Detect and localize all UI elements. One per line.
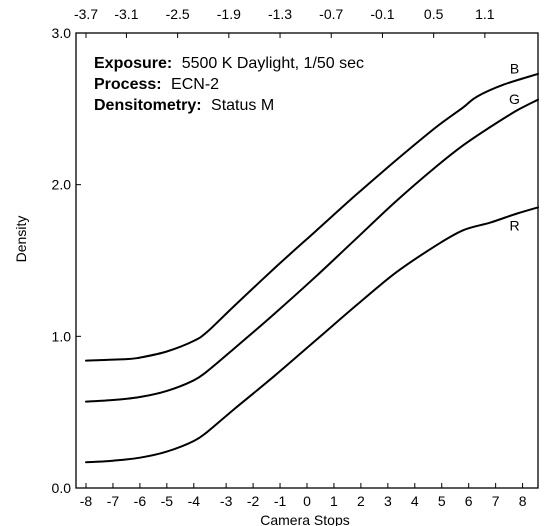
x-tick-label: 4 xyxy=(411,493,419,509)
annotation-process-key: Process: xyxy=(94,76,162,93)
x-tick-label: -4 xyxy=(188,493,201,509)
annotation-process: Process: ECN-2 xyxy=(94,76,219,93)
x-axis-bottom-ticks: -8 -7 -6 -5 -4 -3 -2 -1 0 1 2 3 4 5 6 7 8 xyxy=(80,483,527,509)
curve-b xyxy=(85,72,539,362)
x-tick-label: 0 xyxy=(303,493,311,509)
x-tick-label: -3 xyxy=(220,493,233,509)
x-tick-label: 3 xyxy=(384,493,392,509)
x-tick-label: 2 xyxy=(357,493,365,509)
curve-r xyxy=(85,206,539,464)
x-axis-title: Camera Stops xyxy=(260,512,349,526)
top-tick-label: -0.7 xyxy=(319,6,343,22)
x-tick-label: 8 xyxy=(519,493,527,509)
x-tick-label: -5 xyxy=(161,493,174,509)
annotation-exposure-key: Exposure: xyxy=(94,55,172,72)
top-tick-label: -3.1 xyxy=(114,6,138,22)
series-labels: BG R xyxy=(509,60,520,233)
annotation-process-value: ECN-2 xyxy=(171,76,219,93)
top-tick-label: -1.9 xyxy=(217,6,241,22)
top-tick-label: 0.5 xyxy=(424,6,444,22)
top-tick-label: 1.1 xyxy=(475,6,495,22)
x-tick-label: 6 xyxy=(465,493,473,509)
x-tick-label: 7 xyxy=(492,493,500,509)
annotation-exposure: Exposure: 5500 K Daylight, 1/50 sec xyxy=(94,55,364,72)
series-label-b: B xyxy=(510,60,519,76)
series-label-r: R xyxy=(509,217,519,233)
y-axis-ticks: 0.0 1.0 2.0 3.0 xyxy=(52,25,81,496)
y-tick-label: 1.0 xyxy=(52,328,72,344)
top-tick-label: -2.5 xyxy=(166,6,190,22)
top-tick-label: -1.3 xyxy=(268,6,292,22)
y-tick-label: 3.0 xyxy=(52,25,72,41)
top-tick-label: -3.7 xyxy=(74,6,98,22)
curve-g xyxy=(85,98,539,403)
annotation-densitometry-value: Status M xyxy=(211,97,274,114)
annotation-exposure-value: 5500 K Daylight, 1/50 sec xyxy=(182,55,364,72)
annotation-densitometry: Densitometry: Status M xyxy=(94,97,274,114)
top-tick-label: -0.1 xyxy=(370,6,394,22)
x-tick-label: -8 xyxy=(80,493,93,509)
x-tick-label: -7 xyxy=(107,493,120,509)
y-tick-label: 2.0 xyxy=(52,177,72,193)
annotation-densitometry-key: Densitometry: xyxy=(94,97,202,114)
y-axis-title: Density xyxy=(13,216,29,263)
x-tick-label: -6 xyxy=(134,493,147,509)
curves xyxy=(85,72,539,464)
x-tick-label: -1 xyxy=(274,493,287,509)
series-label-g: G xyxy=(509,91,520,107)
annotation-block: Exposure: 5500 K Daylight, 1/50 sec Proc… xyxy=(94,55,364,114)
x-tick-label: 1 xyxy=(330,493,338,509)
x-axis-top-ticks: -3.7 -3.1 -2.5 -1.9 -1.3 -0.7 -0.1 0.5 1.1 xyxy=(74,6,495,38)
x-tick-label: -2 xyxy=(247,493,260,509)
x-tick-label: 5 xyxy=(438,493,446,509)
y-tick-label: 0.0 xyxy=(52,480,72,496)
